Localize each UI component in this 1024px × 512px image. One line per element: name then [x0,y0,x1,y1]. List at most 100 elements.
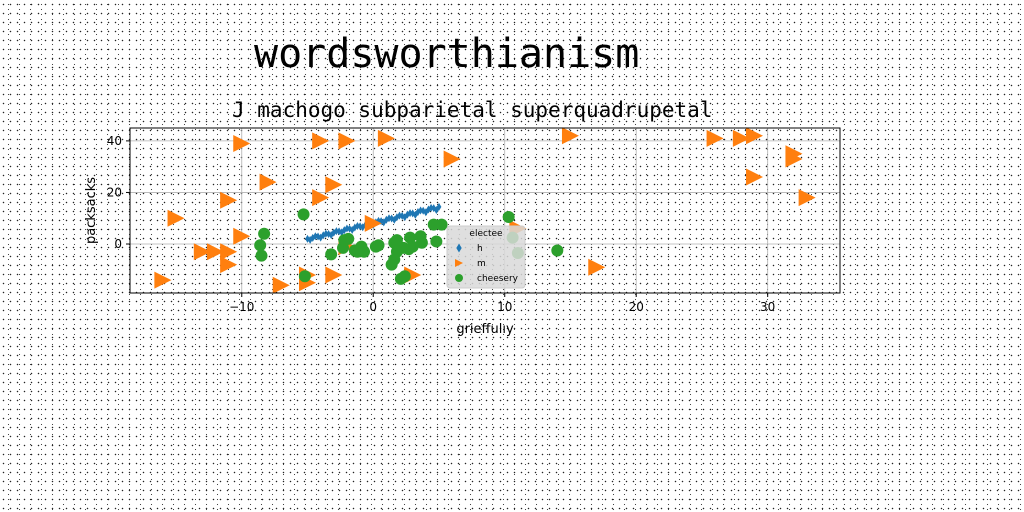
point-h [423,208,429,217]
point-h [418,206,423,215]
point-m [364,214,382,232]
x-tick-label: 0 [369,300,377,314]
point-cheesery [325,248,338,261]
point-m [220,191,238,209]
point-h [341,226,347,235]
page-title: wordsworthianism [254,31,640,77]
y-tick-label: 0 [114,237,122,251]
point-h [410,209,416,218]
legend-label-h: h [477,244,483,254]
point-m [325,176,343,194]
point-cheesery [297,208,310,221]
point-h [320,231,326,240]
point-cheesery [385,258,398,271]
point-m [706,129,724,147]
y-tick-label: 40 [107,134,122,148]
y-axis-label: packsacks [84,177,99,244]
x-tick-label: −10 [229,300,254,314]
point-m [443,150,461,168]
point-m [746,127,764,145]
point-h [433,205,439,214]
point-cheesery [415,236,428,249]
point-m [798,189,816,207]
axis-ticks: −10 0 10 20 30 0 20 40 [107,134,776,314]
point-h [376,216,381,225]
point-h [378,217,384,226]
point-cheesery [258,227,271,240]
point-h [412,210,418,219]
point-h [397,211,402,220]
legend-marker-cheesery [455,274,463,282]
point-cheesery [394,272,407,285]
legend-label-m: m [477,259,486,269]
point-cheesery [390,234,403,247]
point-m [312,132,330,150]
point-m [233,134,251,152]
point-h [323,229,329,238]
point-h [407,209,413,218]
x-tick-label: 30 [760,300,775,314]
point-m [588,258,606,276]
x-axis-label: grieffulıy [456,322,514,337]
point-h [357,222,363,231]
point-h [402,213,408,222]
plot-frame [129,127,841,294]
legend: electee hm cheesery [446,225,526,289]
point-h [349,225,355,234]
point-h [355,221,360,230]
point-h [394,213,400,222]
legend-marker-m [455,259,463,267]
point-m [233,227,251,245]
point-m [377,129,395,147]
point-m [220,243,238,261]
point-h [391,215,397,224]
point-cheesery [254,239,267,252]
point-m [193,243,211,261]
point-h [307,235,313,244]
point-m [732,129,750,147]
data-series [154,127,816,294]
point-h [431,204,437,213]
x-tick-label: 20 [629,300,644,314]
point-h [318,233,324,242]
point-h [344,224,350,233]
point-m [785,150,803,168]
point-h [428,203,434,212]
point-cheesery [427,218,440,231]
point-m [561,127,579,145]
legend-label-cheesery: cheesery [477,274,519,284]
point-h [360,223,366,232]
point-cheesery [298,270,311,283]
point-m [312,189,330,207]
point-cheesery [404,231,417,244]
chart-title: J machogo subparietal superquadrupetal [232,98,713,122]
point-cheesery [502,210,515,223]
point-h [381,218,387,227]
legend-title: electee [469,229,503,239]
x-tick-label: 10 [497,300,512,314]
point-m [325,266,343,284]
point-cheesery [551,244,564,257]
point-h [305,234,310,243]
point-cheesery [338,234,351,247]
point-h [386,214,392,223]
point-cheesery [402,243,415,256]
point-h [334,227,339,236]
point-h [312,232,318,241]
legend-box [446,225,526,289]
y-tick-label: 20 [107,185,122,199]
point-cheesery [351,245,364,258]
point-h [328,230,334,239]
point-cheesery [430,235,443,248]
point-m [220,256,238,274]
point-m [746,168,764,186]
point-m [154,271,172,289]
point-h [339,228,345,237]
point-cheesery [369,240,382,253]
point-m [206,243,224,261]
point-cheesery [255,249,268,262]
point-m [259,173,277,191]
point-m [338,132,356,150]
point-m [167,209,185,227]
